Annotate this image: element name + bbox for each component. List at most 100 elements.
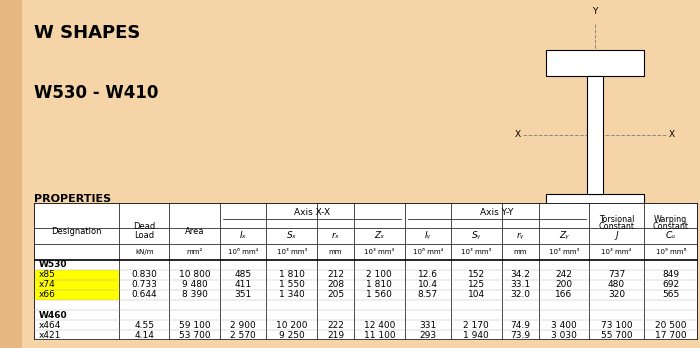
Text: 125: 125: [468, 280, 485, 290]
Text: Sᵧ: Sᵧ: [472, 231, 481, 240]
Text: x421: x421: [39, 331, 62, 340]
Text: 34.2: 34.2: [510, 270, 530, 279]
Text: 411: 411: [234, 280, 252, 290]
Text: 1 810: 1 810: [366, 280, 392, 290]
Text: W460: W460: [39, 311, 67, 320]
Text: 33.1: 33.1: [510, 280, 530, 290]
Text: 9 480: 9 480: [182, 280, 207, 290]
Text: 53 700: 53 700: [178, 331, 211, 340]
Text: 1 340: 1 340: [279, 291, 304, 300]
Bar: [34, 280, 119, 290]
Text: 205: 205: [327, 291, 344, 300]
Text: 4.55: 4.55: [134, 321, 154, 330]
Text: 4.14: 4.14: [134, 331, 154, 340]
Text: 20 500: 20 500: [655, 321, 687, 330]
Text: x85: x85: [39, 270, 56, 279]
Text: Zᵧ: Zᵧ: [559, 231, 569, 240]
Bar: [34, 270, 119, 280]
Text: 1 940: 1 940: [463, 331, 489, 340]
Text: mm: mm: [513, 249, 527, 255]
Text: W530 - W410: W530 - W410: [34, 84, 158, 102]
Text: Area: Area: [185, 227, 204, 236]
Text: W530: W530: [39, 260, 67, 269]
Text: x464: x464: [39, 321, 62, 330]
Text: Constant: Constant: [652, 222, 689, 231]
Text: Sₓ: Sₓ: [287, 231, 297, 240]
Text: 11 100: 11 100: [363, 331, 395, 340]
Text: 331: 331: [419, 321, 437, 330]
Text: Iₓ: Iₓ: [240, 231, 246, 240]
Text: 10³ mm³: 10³ mm³: [461, 249, 491, 255]
Text: J: J: [615, 231, 617, 240]
Text: 10³ mm⁴: 10³ mm⁴: [601, 249, 631, 255]
Text: 10 800: 10 800: [178, 270, 211, 279]
Text: X: X: [669, 130, 675, 139]
Text: 2 100: 2 100: [367, 270, 392, 279]
Text: Iᵧ: Iᵧ: [425, 231, 430, 240]
Text: 10 200: 10 200: [276, 321, 307, 330]
Text: Torsional: Torsional: [598, 215, 634, 224]
Text: 222: 222: [327, 321, 344, 330]
Text: 480: 480: [608, 280, 625, 290]
Text: 3 030: 3 030: [551, 331, 577, 340]
Text: 293: 293: [419, 331, 436, 340]
Text: 10³ mm³: 10³ mm³: [364, 249, 395, 255]
Text: Y: Y: [592, 7, 598, 16]
Text: 219: 219: [327, 331, 344, 340]
Text: 351: 351: [234, 291, 252, 300]
Bar: [587, 76, 603, 194]
Text: PROPERTIES: PROPERTIES: [34, 193, 111, 204]
Text: x66: x66: [39, 291, 56, 300]
Text: rᵧ: rᵧ: [517, 231, 524, 240]
Text: X: X: [514, 130, 521, 139]
Text: x74: x74: [39, 280, 56, 290]
Text: 10⁶ mm⁴: 10⁶ mm⁴: [228, 249, 258, 255]
Text: mm²: mm²: [186, 249, 203, 255]
Text: 485: 485: [234, 270, 252, 279]
Text: 73 100: 73 100: [601, 321, 632, 330]
Text: 2 570: 2 570: [230, 331, 256, 340]
Text: 166: 166: [555, 291, 573, 300]
Text: 17 700: 17 700: [655, 331, 687, 340]
Text: 10³ mm³: 10³ mm³: [276, 249, 307, 255]
Text: 692: 692: [662, 280, 679, 290]
Text: 737: 737: [608, 270, 625, 279]
Text: kN/m: kN/m: [135, 249, 153, 255]
Text: Y: Y: [592, 251, 598, 260]
Text: Axis X-X: Axis X-X: [294, 208, 330, 217]
Text: 74.9: 74.9: [510, 321, 530, 330]
Text: 2 900: 2 900: [230, 321, 256, 330]
Bar: [546, 194, 644, 220]
Text: 8 390: 8 390: [182, 291, 208, 300]
Text: mm: mm: [329, 249, 342, 255]
Text: 32.0: 32.0: [510, 291, 530, 300]
Text: 0.830: 0.830: [131, 270, 157, 279]
Text: Constant: Constant: [598, 222, 634, 231]
Text: 320: 320: [608, 291, 625, 300]
Text: Warping: Warping: [654, 215, 687, 224]
Text: 565: 565: [662, 291, 680, 300]
Text: Load: Load: [134, 231, 154, 240]
Text: 10⁹ mm⁶: 10⁹ mm⁶: [656, 249, 686, 255]
Text: 59 100: 59 100: [178, 321, 211, 330]
Text: 55 700: 55 700: [601, 331, 632, 340]
Bar: [546, 49, 644, 76]
Text: 104: 104: [468, 291, 485, 300]
Text: 212: 212: [327, 270, 344, 279]
Text: 1 550: 1 550: [279, 280, 304, 290]
Text: 152: 152: [468, 270, 485, 279]
Text: 10³ mm³: 10³ mm³: [549, 249, 579, 255]
Text: W SHAPES: W SHAPES: [34, 24, 140, 42]
Text: 208: 208: [327, 280, 344, 290]
Text: 8.57: 8.57: [418, 291, 438, 300]
Text: 10⁶ mm⁴: 10⁶ mm⁴: [412, 249, 443, 255]
Text: 200: 200: [556, 280, 573, 290]
Text: Designation: Designation: [51, 227, 102, 236]
Text: 0.644: 0.644: [132, 291, 157, 300]
Text: 12.6: 12.6: [418, 270, 438, 279]
Text: 849: 849: [662, 270, 679, 279]
Text: 242: 242: [556, 270, 573, 279]
Text: 10.4: 10.4: [418, 280, 438, 290]
Text: 1 560: 1 560: [366, 291, 392, 300]
Text: Zₓ: Zₓ: [374, 231, 384, 240]
